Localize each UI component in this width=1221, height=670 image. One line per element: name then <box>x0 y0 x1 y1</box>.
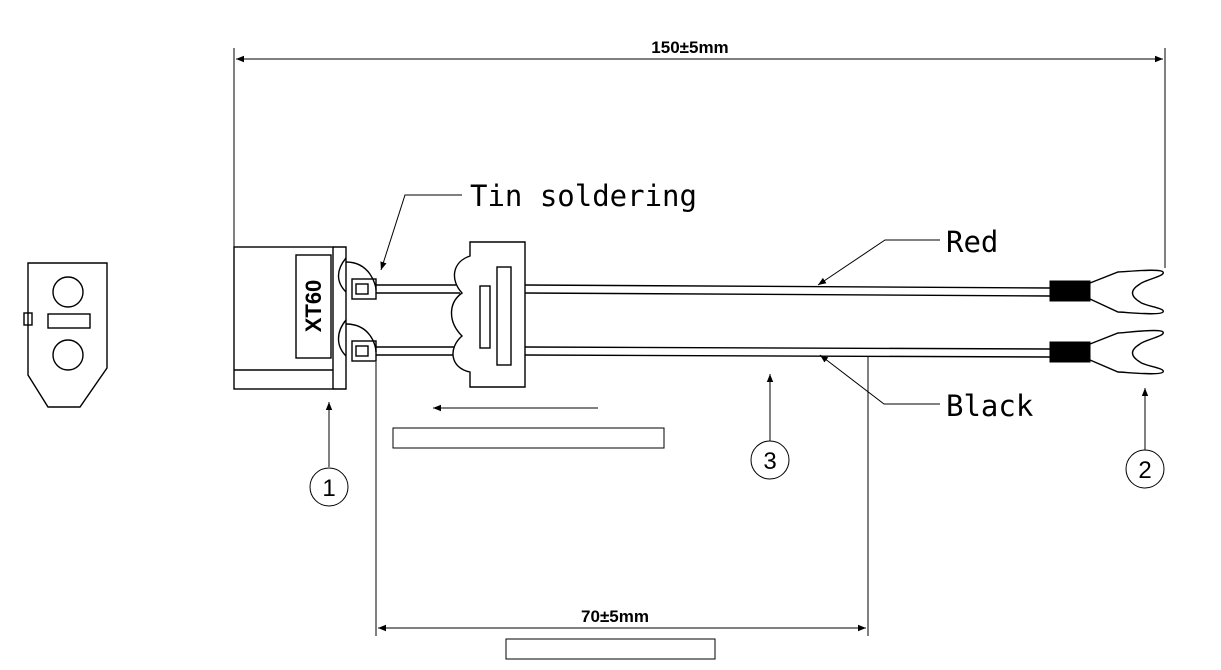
connector-end-view <box>23 262 108 408</box>
red-wire-label: Red <box>946 225 998 259</box>
wires <box>376 284 1051 358</box>
part-callout-3: 3 <box>750 374 790 480</box>
black-wire-label: Black <box>946 389 1034 423</box>
overall-dimension: 150±5mm <box>233 38 1166 268</box>
part-callout-1: 1 <box>309 402 349 507</box>
fork-terminals <box>1049 269 1164 375</box>
part-callout-2: 2 <box>1125 388 1165 489</box>
callout-2-label: 2 <box>1138 457 1151 484</box>
cable-clip <box>450 241 526 388</box>
overall-length-label: 150±5mm <box>651 38 728 57</box>
callout-1-label: 1 <box>322 475 335 502</box>
xt60-label: XT60 <box>301 280 326 333</box>
tin-soldering-callout: Tin soldering <box>380 179 697 271</box>
callout-3-label: 3 <box>763 448 776 475</box>
tin-soldering-label: Tin soldering <box>470 179 697 213</box>
xt60-connector: XT60 <box>233 246 377 390</box>
split-length-label: 70±5mm <box>581 607 649 626</box>
wire-color-callouts: Red Black <box>817 225 1034 423</box>
label-bar <box>392 404 665 449</box>
split-length-box <box>505 638 716 660</box>
split-dimension: 70±5mm <box>375 356 869 660</box>
